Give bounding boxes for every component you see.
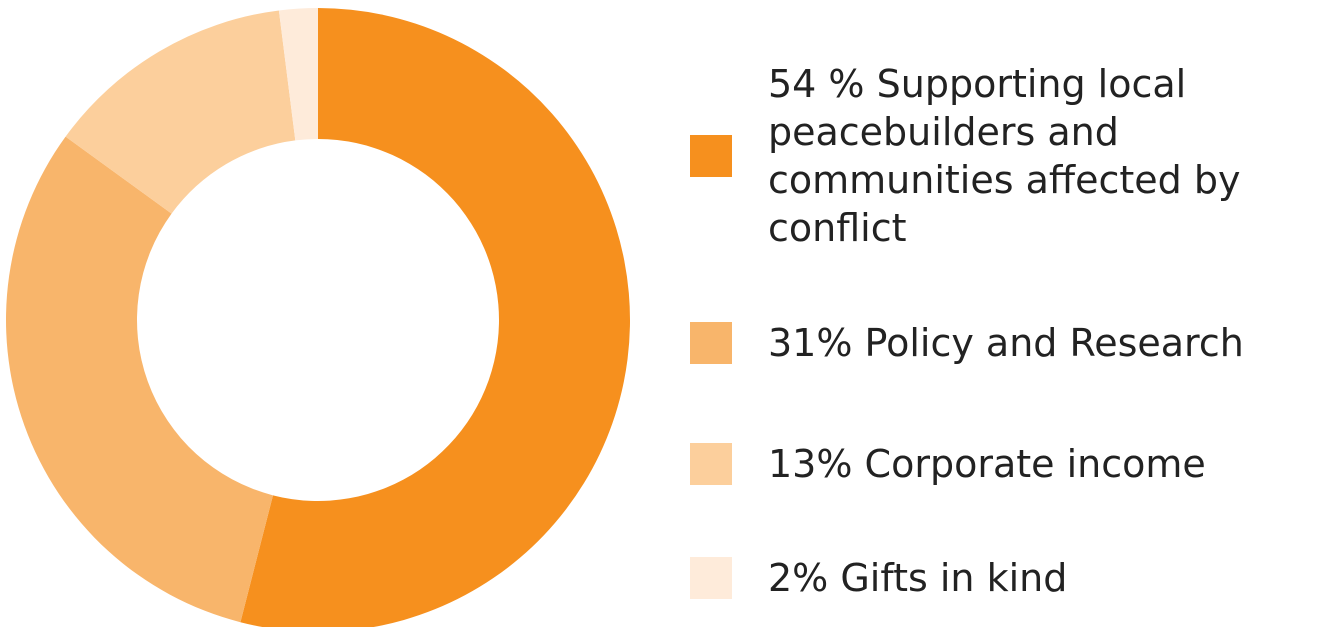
slice-gifts-in-kind xyxy=(278,8,318,141)
slice-policy-and-research xyxy=(5,136,273,623)
legend-label: 13% Corporate income xyxy=(768,442,1206,486)
legend-swatch xyxy=(690,322,732,364)
legend-item-corporate-income: 13% Corporate income xyxy=(690,440,1298,488)
donut-chart xyxy=(5,8,630,627)
legend-swatch xyxy=(690,443,732,485)
legend-item-policy-and-research: 31% Policy and Research xyxy=(690,319,1298,367)
legend-item-supporting-local-peacebuilders: 54 % Supporting local peacebuilders and … xyxy=(690,60,1298,252)
legend-label: 54 % Supporting local peacebuilders and … xyxy=(768,62,1241,250)
legend-item-gifts-in-kind: 2% Gifts in kind xyxy=(690,554,1298,602)
slice-supporting-local-peacebuilders xyxy=(240,8,630,627)
slice-corporate-income xyxy=(65,10,296,214)
legend: 54 % Supporting local peacebuilders and … xyxy=(690,0,1324,627)
legend-swatch xyxy=(690,557,732,599)
legend-label: 2% Gifts in kind xyxy=(768,556,1068,600)
legend-swatch xyxy=(690,135,732,177)
legend-label: 31% Policy and Research xyxy=(768,321,1244,365)
